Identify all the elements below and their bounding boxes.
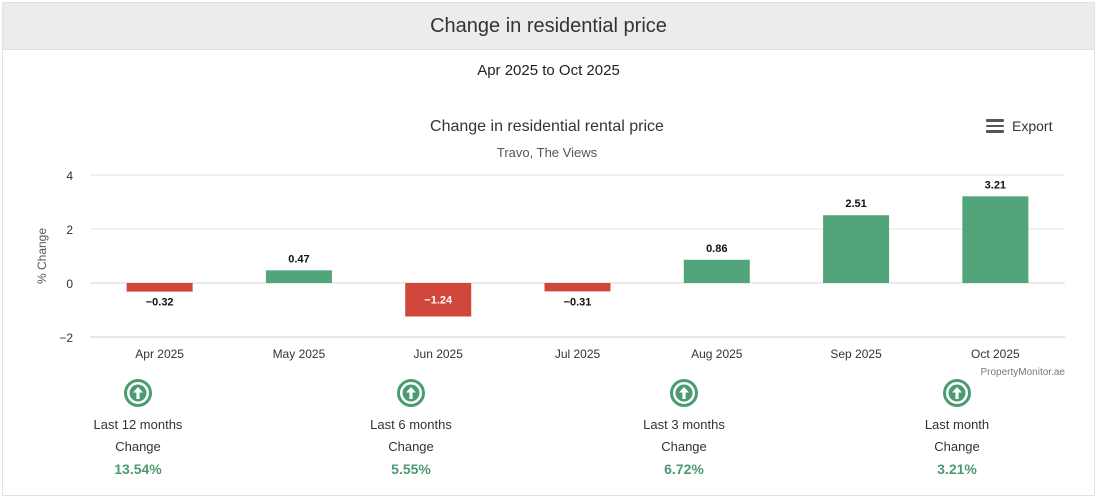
x-tick-label: Jun 2025: [414, 347, 464, 361]
data-label: 3.21: [985, 179, 1006, 191]
stats-row: Last 12 months Change 13.54% Last 6 mont…: [0, 378, 1097, 488]
bar-may-2025: [265, 270, 332, 283]
bar-jun-2025: [405, 283, 472, 317]
x-tick-label: Apr 2025: [135, 347, 184, 361]
stat-last-month: Last month Change 3.21%: [857, 378, 1057, 480]
chart-credit: PropertyMonitor.ae: [981, 367, 1066, 378]
y-tick-label: 4: [66, 169, 73, 183]
stat-sublabel: Change: [661, 439, 707, 454]
stat-sublabel: Change: [388, 439, 434, 454]
y-tick-label: 2: [66, 223, 73, 237]
data-label: 2.51: [845, 198, 866, 210]
bar-oct-2025: [962, 196, 1029, 283]
up-arrow-circle-icon: [943, 379, 971, 407]
menu-icon: [986, 119, 1004, 133]
x-tick-label: May 2025: [273, 347, 326, 361]
stat-label: Last 12 months: [93, 417, 183, 432]
x-tick-label: Aug 2025: [691, 347, 743, 361]
y-axis-label: % Change: [35, 228, 49, 284]
data-label: 0.47: [288, 253, 309, 265]
bar-aug-2025: [683, 259, 750, 283]
data-label: −1.24: [424, 295, 453, 307]
chart-subtitle: Travo, The Views: [497, 145, 598, 160]
data-label: 0.86: [706, 243, 727, 255]
stat-last-12-months: Last 12 months Change 13.54%: [38, 378, 238, 480]
y-tick-label: 0: [66, 277, 73, 291]
up-arrow-circle-icon: [670, 379, 698, 407]
x-tick-label: Sep 2025: [830, 347, 882, 361]
x-tick-label: Oct 2025: [971, 347, 1020, 361]
stat-value: 3.21%: [937, 461, 977, 477]
stat-value: 13.54%: [114, 461, 162, 477]
bar-jul-2025: [544, 283, 611, 292]
stat-label: Last 6 months: [370, 417, 452, 432]
y-tick-label: −2: [59, 331, 73, 345]
bar-sep-2025: [823, 215, 890, 283]
stat-last-6-months: Last 6 months Change 5.55%: [311, 378, 511, 480]
x-tick-label: Jul 2025: [555, 347, 601, 361]
card-title: Change in residential price: [430, 14, 667, 37]
export-label: Export: [1012, 118, 1053, 134]
export-button[interactable]: Export: [986, 118, 1052, 134]
up-arrow-circle-icon: [397, 379, 425, 407]
up-arrow-circle-icon: [124, 379, 152, 407]
stat-sublabel: Change: [934, 439, 980, 454]
stat-value: 5.55%: [391, 461, 431, 477]
stat-value: 6.72%: [664, 461, 704, 477]
stat-label: Last month: [924, 417, 990, 432]
stat-label: Last 3 months: [643, 417, 725, 432]
date-range: Apr 2025 to Oct 2025: [477, 62, 620, 79]
stat-sublabel: Change: [115, 439, 161, 454]
bar-apr-2025: [126, 283, 193, 292]
stat-last-3-months: Last 3 months Change 6.72%: [584, 378, 784, 480]
chart-title: Change in residential rental price: [430, 118, 664, 135]
data-label: −0.32: [146, 297, 174, 309]
data-label: −0.31: [564, 296, 592, 308]
card-header: Change in residential price: [3, 3, 1094, 50]
